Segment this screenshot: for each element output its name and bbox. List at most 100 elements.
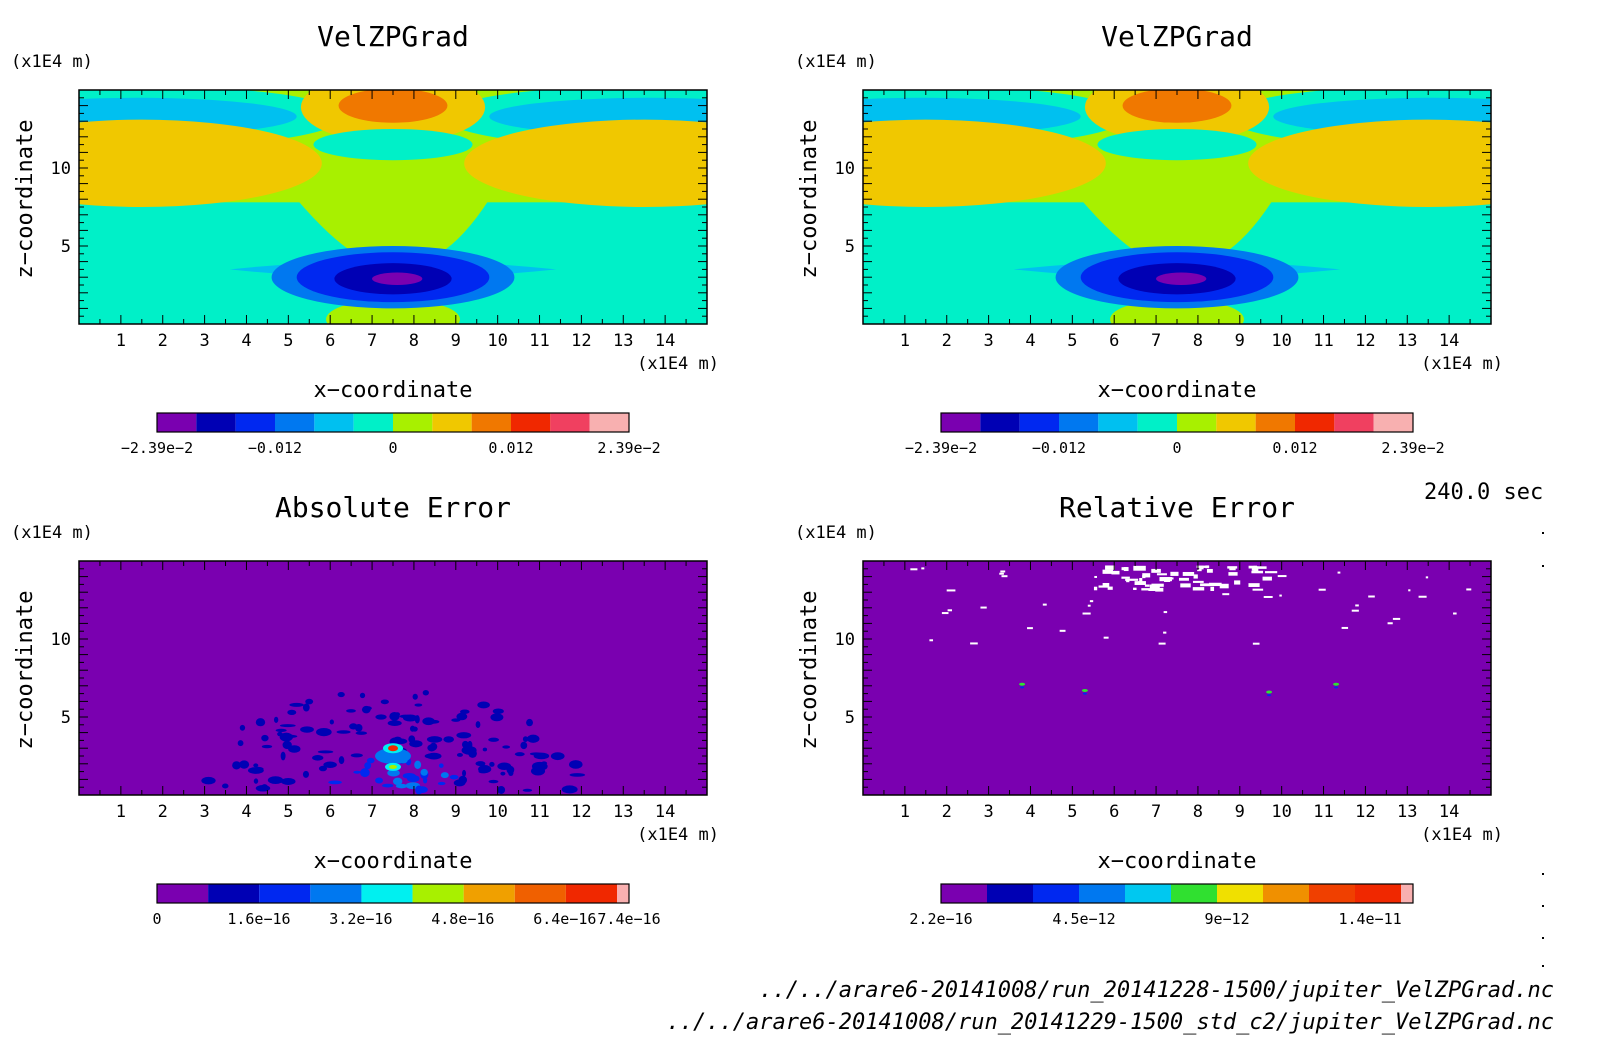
colorbar-cell <box>471 413 511 432</box>
error-speckle <box>1182 571 1195 576</box>
tick-marks <box>863 90 1491 324</box>
colorbar-cell <box>1263 884 1309 903</box>
error-speckle <box>1170 571 1179 576</box>
error-speckle <box>1258 566 1267 569</box>
error-speckle <box>980 606 987 609</box>
contour-blob <box>426 736 443 743</box>
x-unit-label: (x1E4 m) <box>1421 825 1503 845</box>
contour-blob <box>382 783 394 788</box>
colorbar-cell <box>550 413 590 432</box>
contour-blob <box>490 713 504 722</box>
x-tick-label: 10 <box>487 802 507 822</box>
colorbar-cell <box>157 884 209 903</box>
contour-blob <box>359 692 366 699</box>
contour-blob <box>443 736 455 743</box>
contour-blob <box>316 727 332 737</box>
colorbar-cell <box>511 413 551 432</box>
y-axis-label: z−coordinate <box>797 120 822 279</box>
colorbar-cell <box>353 413 393 432</box>
chart-title: VelZPGrad <box>317 20 469 53</box>
error-speckle <box>1453 612 1457 615</box>
contour-blob <box>361 705 371 714</box>
colorbar-tick-label: 2.39e−2 <box>1381 439 1444 457</box>
colorbar-cell <box>941 413 981 432</box>
contour-blob <box>273 716 279 723</box>
error-speckle <box>921 567 925 570</box>
x-tick-label: 6 <box>1109 331 1119 351</box>
error-speckle <box>1133 587 1137 590</box>
x-tick-label: 3 <box>983 802 993 822</box>
tick-marks <box>79 561 707 795</box>
x-tick-label: 3 <box>199 331 209 351</box>
contour-band <box>1156 272 1207 286</box>
colorbar-cell <box>1098 413 1138 432</box>
y-axis-label: z−coordinate <box>797 591 822 750</box>
x-axis-label: x−coordinate <box>1098 378 1257 403</box>
x-tick-label: 4 <box>241 802 251 822</box>
x-tick-label: 5 <box>1067 331 1077 351</box>
y-tick-label: 10 <box>51 159 71 179</box>
contour-blob <box>288 745 301 753</box>
x-tick-label: 11 <box>529 331 549 351</box>
x-tick-label: 14 <box>1439 331 1459 351</box>
colorbar-cell <box>310 884 362 903</box>
x-tick-label: 9 <box>1235 802 1245 822</box>
error-speckle <box>1082 692 1087 695</box>
error-speckle <box>1193 574 1198 579</box>
colorbar: −2.39e−2 −0.012 0 0.012 2.39e−2 <box>121 412 661 457</box>
y-tick-label: 5 <box>61 237 71 257</box>
x-tick-label: 7 <box>367 802 377 822</box>
contour-blob <box>337 691 345 698</box>
colorbar-tick-label: 7.4e−16 <box>597 910 660 928</box>
error-speckle <box>1042 603 1047 606</box>
error-speckle <box>1387 622 1393 625</box>
contour-blob <box>429 742 438 751</box>
contour-field <box>79 561 707 795</box>
x-tick-label: 1 <box>900 802 910 822</box>
time-label: 240.0 sec <box>1424 480 1544 505</box>
error-speckle <box>1333 682 1340 686</box>
error-speckle <box>1102 582 1110 588</box>
contour-blob <box>355 731 368 735</box>
contour-blob <box>456 732 472 739</box>
colorbar-tick-label: 3.2e−16 <box>329 910 392 928</box>
contour-band <box>338 90 448 123</box>
panel-velzpgrad-left: VelZPGrad(x1E4 m)(x1E4 m)1 2 3 4 5 6 7 8 9 10 11 12… <box>11 20 719 457</box>
colorbar-cell <box>208 884 260 903</box>
contour-blob <box>338 756 345 765</box>
contour-blob <box>497 786 506 794</box>
error-speckle <box>1252 642 1260 645</box>
error-speckle <box>1164 579 1171 582</box>
error-speckle <box>1164 577 1174 580</box>
contour-blob <box>375 777 384 784</box>
error-speckle <box>1121 567 1128 571</box>
error-speckle <box>1248 565 1255 569</box>
error-speckle <box>1341 626 1349 629</box>
chart-title: Absolute Error <box>275 491 511 524</box>
colorbar-tick-label: 0.012 <box>1272 439 1317 457</box>
error-speckle <box>1205 565 1210 569</box>
error-speckle <box>1107 586 1113 590</box>
contour-blob <box>456 752 463 757</box>
colorbar-tick-label: 2.2e−16 <box>909 910 972 928</box>
contour-blob <box>364 762 372 770</box>
x-tick-label: 7 <box>367 331 377 351</box>
y-axis-label: z−coordinate <box>13 120 38 279</box>
x-tick-label: 5 <box>1067 802 1077 822</box>
x-tick-label: 4 <box>1025 331 1035 351</box>
error-speckle <box>970 642 978 645</box>
error-speckle <box>1251 570 1264 574</box>
colorbar-cell <box>941 884 987 903</box>
x-tick-label: 14 <box>655 331 675 351</box>
contour-blob <box>261 734 269 742</box>
contour-blob <box>502 745 511 749</box>
y-axis-label: z−coordinate <box>13 591 38 750</box>
colorbar-cell <box>1401 884 1413 903</box>
error-speckle <box>1263 595 1273 598</box>
contour-blob <box>409 740 423 748</box>
error-speckle <box>1020 686 1025 689</box>
colorbar-cell <box>1059 413 1099 432</box>
contour-blob <box>416 786 428 793</box>
x-tick-label: 5 <box>283 331 293 351</box>
error-speckle <box>1156 573 1167 576</box>
